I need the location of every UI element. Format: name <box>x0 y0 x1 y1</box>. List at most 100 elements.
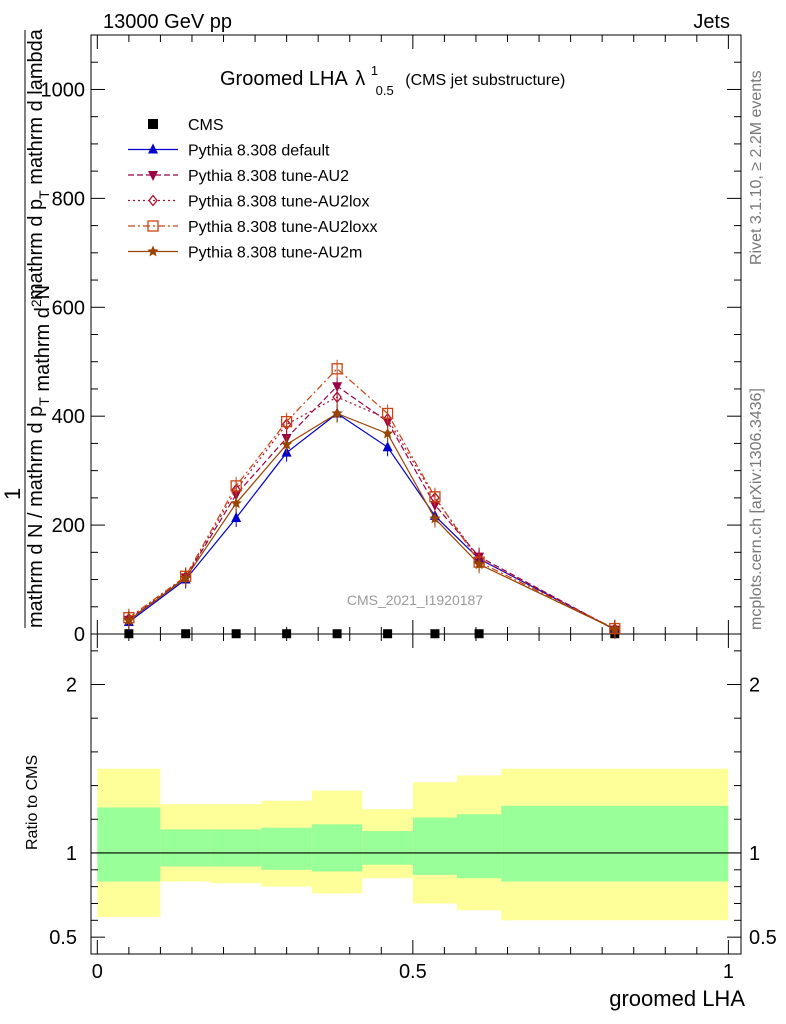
series-point-3-4 <box>332 391 342 404</box>
main-axis-ticks: 0 200 400 600 800 1000 <box>41 34 741 646</box>
chart-title-sub: 0.5 <box>376 83 394 98</box>
legend-label-1: Pythia 8.308 default <box>188 143 330 160</box>
ylabel-den2-end: mathrm d lambda <box>25 28 47 184</box>
legend-label-5: Pythia 8.308 tune-AU2m <box>188 245 362 262</box>
analysis-watermark: CMS_2021_I1920187 <box>347 592 483 608</box>
series-point-5-8 <box>609 623 621 634</box>
main-ytick-label-3: 600 <box>52 297 85 319</box>
series-point-5-0 <box>123 614 135 626</box>
legend-item-3: Pythia 8.308 tune-AU2lox <box>128 194 369 211</box>
header-left-label: 13000 GeV pp <box>103 11 232 33</box>
ratio-green-band-5 <box>362 831 413 865</box>
series-point-4-4 <box>331 363 343 375</box>
chart-title-suffix: (CMS jet substructure) <box>405 72 565 89</box>
legend: CMS Pythia 8.308 default Pythia 8.308 tune… <box>128 117 377 262</box>
series-point-5-1 <box>180 571 192 583</box>
series-point-0-6 <box>430 629 440 639</box>
main-ytick-label-0: 0 <box>74 624 85 646</box>
ratio-ytick-label-0: 0.5 <box>49 927 77 949</box>
ratio-green-band-1 <box>160 829 211 867</box>
main-ytick-label-5: 1000 <box>41 79 86 101</box>
legend-item-1: Pythia 8.308 default <box>128 143 330 160</box>
legend-label-0: CMS <box>188 117 224 134</box>
series-point-5-6 <box>429 512 441 524</box>
series-point-0-5 <box>383 629 393 639</box>
ratio-green-band-6 <box>412 817 458 875</box>
ratio-green-band-4 <box>311 824 363 872</box>
ratio-bands <box>91 768 741 921</box>
ratio-ytick-label-1: 1 <box>66 843 77 865</box>
legend-label-2: Pythia 8.308 tune-AU2 <box>188 168 349 185</box>
chart-title-main: Groomed LHA <box>220 68 348 90</box>
legend-item-2: Pythia 8.308 tune-AU2 <box>128 168 349 185</box>
series-point-0-2 <box>231 629 241 639</box>
ratio-ytick-label-right-2: 2 <box>749 675 760 697</box>
header-right-label: Jets <box>693 11 730 33</box>
main-ytick-label-4: 800 <box>52 188 85 210</box>
series-point-0-3 <box>282 629 292 639</box>
series-line-4 <box>128 367 616 630</box>
series-point-5-2 <box>230 497 242 509</box>
series-point-0-1 <box>181 629 191 639</box>
ratio-plot-frame <box>90 633 742 955</box>
svg-text:Groomed LHA λ 1: Groomed LHA λ 1 0.5 (CMS jet substructur… <box>220 58 565 100</box>
xtick-label-2: 1 <box>723 961 734 983</box>
svg-text:mathrm d N / mathrm d pT: mathrm d N / mathrm d pT mathrm d2N <box>25 285 54 628</box>
ylabel-num: 1 <box>0 488 25 500</box>
series-point-0-7 <box>474 629 484 639</box>
ylabel-num2-top: mathrm d <box>32 307 54 391</box>
series-point-5-4 <box>331 407 343 419</box>
legend-item-5: Pythia 8.308 tune-AU2m <box>128 245 362 262</box>
ylabel-num2-end: N <box>32 285 54 299</box>
series-point-0-4 <box>332 629 342 639</box>
ratio-green-band-8 <box>501 805 729 882</box>
series-point-5-7 <box>473 558 485 570</box>
chart-title-lambda: λ <box>355 68 365 90</box>
chart-title-sup: 1 <box>371 63 378 78</box>
legend-marker-4 <box>147 220 159 232</box>
legend-label-4: Pythia 8.308 tune-AU2loxx <box>188 219 377 236</box>
xtick-label-1: 0.5 <box>399 961 427 983</box>
series-point-4-6 <box>429 491 441 503</box>
series-point-0-0 <box>124 629 134 639</box>
main-y-axis-label: 1 mathrm d N / mathrm d pT mathrm d2N ma… <box>0 28 54 628</box>
series-point-4-5 <box>381 407 394 420</box>
x-axis-label: groomed LHA <box>609 986 745 1011</box>
ratio-green-band-3 <box>261 827 312 870</box>
series-point-5-3 <box>280 438 293 450</box>
ylabel-den2-sub: T <box>36 190 52 199</box>
ratio-axis-ticks: 0.5 0.5 1 1 2 2 0 0.5 1 <box>49 634 777 983</box>
svg-text:1: 1 <box>0 488 25 500</box>
ylabel-num2-sup: 2 <box>28 299 44 307</box>
series-point-4-3 <box>280 415 293 428</box>
xtick-label-0: 0 <box>92 961 103 983</box>
series-point-5-5 <box>381 427 394 439</box>
legend-marker-5 <box>147 245 159 257</box>
legend-marker-0 <box>148 119 158 129</box>
main-ytick-label-2: 400 <box>52 406 85 428</box>
ratio-ytick-label-right-1: 1 <box>749 843 760 865</box>
series-point-4-2 <box>230 480 242 492</box>
mcplots-label: mcplots.cern.ch [arXiv:1306.3436] <box>748 388 765 630</box>
ratio-ytick-label-2: 2 <box>66 675 77 697</box>
series-point-1-2 <box>231 512 242 523</box>
ylabel-den: mathrm d N / mathrm d p <box>25 406 47 628</box>
svg-text:mathrm d pT mathrm d lambda: mathrm d pT mathrm d lambda <box>25 28 52 300</box>
legend-item-0: CMS <box>148 117 224 134</box>
series-point-1-5 <box>382 441 393 452</box>
main-ytick-label-1: 200 <box>52 515 85 537</box>
chart-title: Groomed LHA λ 1 0.5 (CMS jet substructur… <box>220 58 565 100</box>
ratio-green-band-0 <box>97 807 161 882</box>
ratio-y-axis-label: Ratio to CMS <box>24 755 41 850</box>
series-5 <box>123 404 621 639</box>
legend-marker-1 <box>148 143 158 154</box>
legend-marker-3 <box>148 194 158 207</box>
legend-item-4: Pythia 8.308 tune-AU2loxx <box>128 219 377 236</box>
ratio-ytick-label-right-0: 0.5 <box>749 927 777 949</box>
ratio-green-band-7 <box>457 814 502 879</box>
ratio-green-band-2 <box>210 829 262 867</box>
ylabel-den2: mathrm d p <box>25 199 47 300</box>
legend-marker-2 <box>148 171 158 181</box>
ylabel-den-sub: T <box>36 397 52 406</box>
series-point-2-4 <box>332 382 343 393</box>
